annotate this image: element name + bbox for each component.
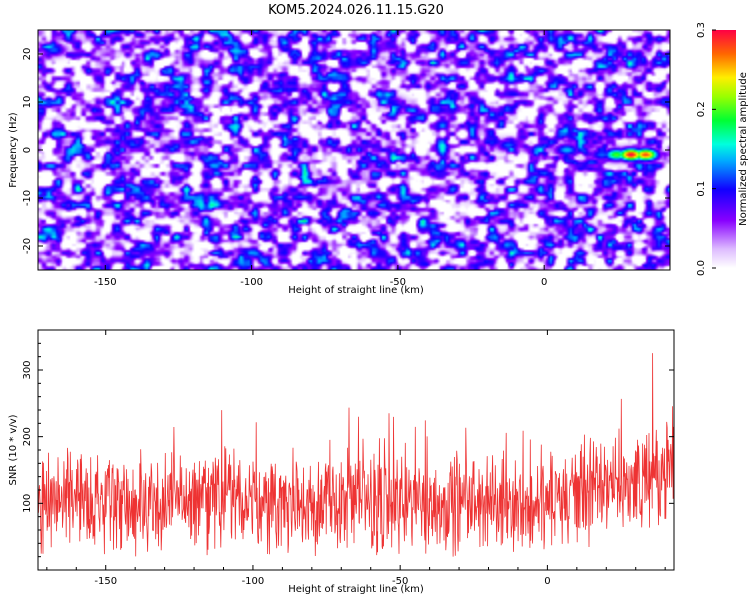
colorbar-ticks: 0.0 0.1 0.2 0.3 xyxy=(696,22,716,276)
snr-series-line xyxy=(37,353,675,557)
heatmap-y-tick-label: 0 xyxy=(22,147,33,153)
heatmap-y-axis-label: Frequency (Hz) xyxy=(8,112,19,188)
heatmap-x-ticks: -150 -100 -50 0 xyxy=(94,30,547,288)
colorbar-label: Normalized spectral amplitude xyxy=(738,72,749,226)
figure-title: KOM5.2024.026.11.15.G20 xyxy=(268,3,444,18)
heatmap-x-axis-label: Height of straight line (km) xyxy=(288,285,424,296)
heatmap-y-ticks: -20 -10 0 10 20 xyxy=(22,48,670,254)
snr-y-tick-label: 200 xyxy=(22,427,33,446)
snr-panel: -150 -100 -50 0 100 200 300 Height of straigh… xyxy=(8,329,675,595)
colorbar-tick-label: 0.2 xyxy=(696,101,707,117)
snr-x-tick-label: -100 xyxy=(242,576,265,587)
snr-y-ticks: 100 200 300 xyxy=(22,342,674,558)
snr-y-tick-label: 300 xyxy=(22,360,33,379)
snr-y-axis-label: SNR (10 * v/v) xyxy=(8,414,19,485)
heatmap-y-tick-label: -20 xyxy=(22,238,33,254)
colorbar-tick-label: 0.3 xyxy=(696,22,707,38)
heatmap-image xyxy=(38,30,670,270)
snr-x-axis-label: Height of straight line (km) xyxy=(288,584,424,595)
heatmap-y-tick-label: -10 xyxy=(22,190,33,206)
colorbar-tick-label: 0.1 xyxy=(696,181,707,197)
heatmap-x-tick-label: -50 xyxy=(390,277,406,288)
colorbar: 0.0 0.1 0.2 0.3 Normalized spectral amplitu… xyxy=(696,22,749,276)
heatmap-x-tick-label: -150 xyxy=(94,277,117,288)
snr-x-tick-label: -50 xyxy=(392,576,408,587)
snr-x-ticks: -150 -100 -50 0 xyxy=(46,330,666,587)
snr-y-tick-label: 100 xyxy=(22,494,33,513)
heatmap-y-tick-label: 20 xyxy=(22,48,33,61)
heatmap-x-tick-label: -100 xyxy=(240,277,263,288)
colorbar-gradient xyxy=(712,30,736,268)
colorbar-tick-label: 0.0 xyxy=(696,260,707,276)
snr-x-tick-label: -150 xyxy=(94,576,117,587)
heatmap-x-tick-label: 0 xyxy=(541,277,547,288)
snr-x-tick-label: 0 xyxy=(544,576,550,587)
heatmap-y-tick-label: 10 xyxy=(22,96,33,109)
